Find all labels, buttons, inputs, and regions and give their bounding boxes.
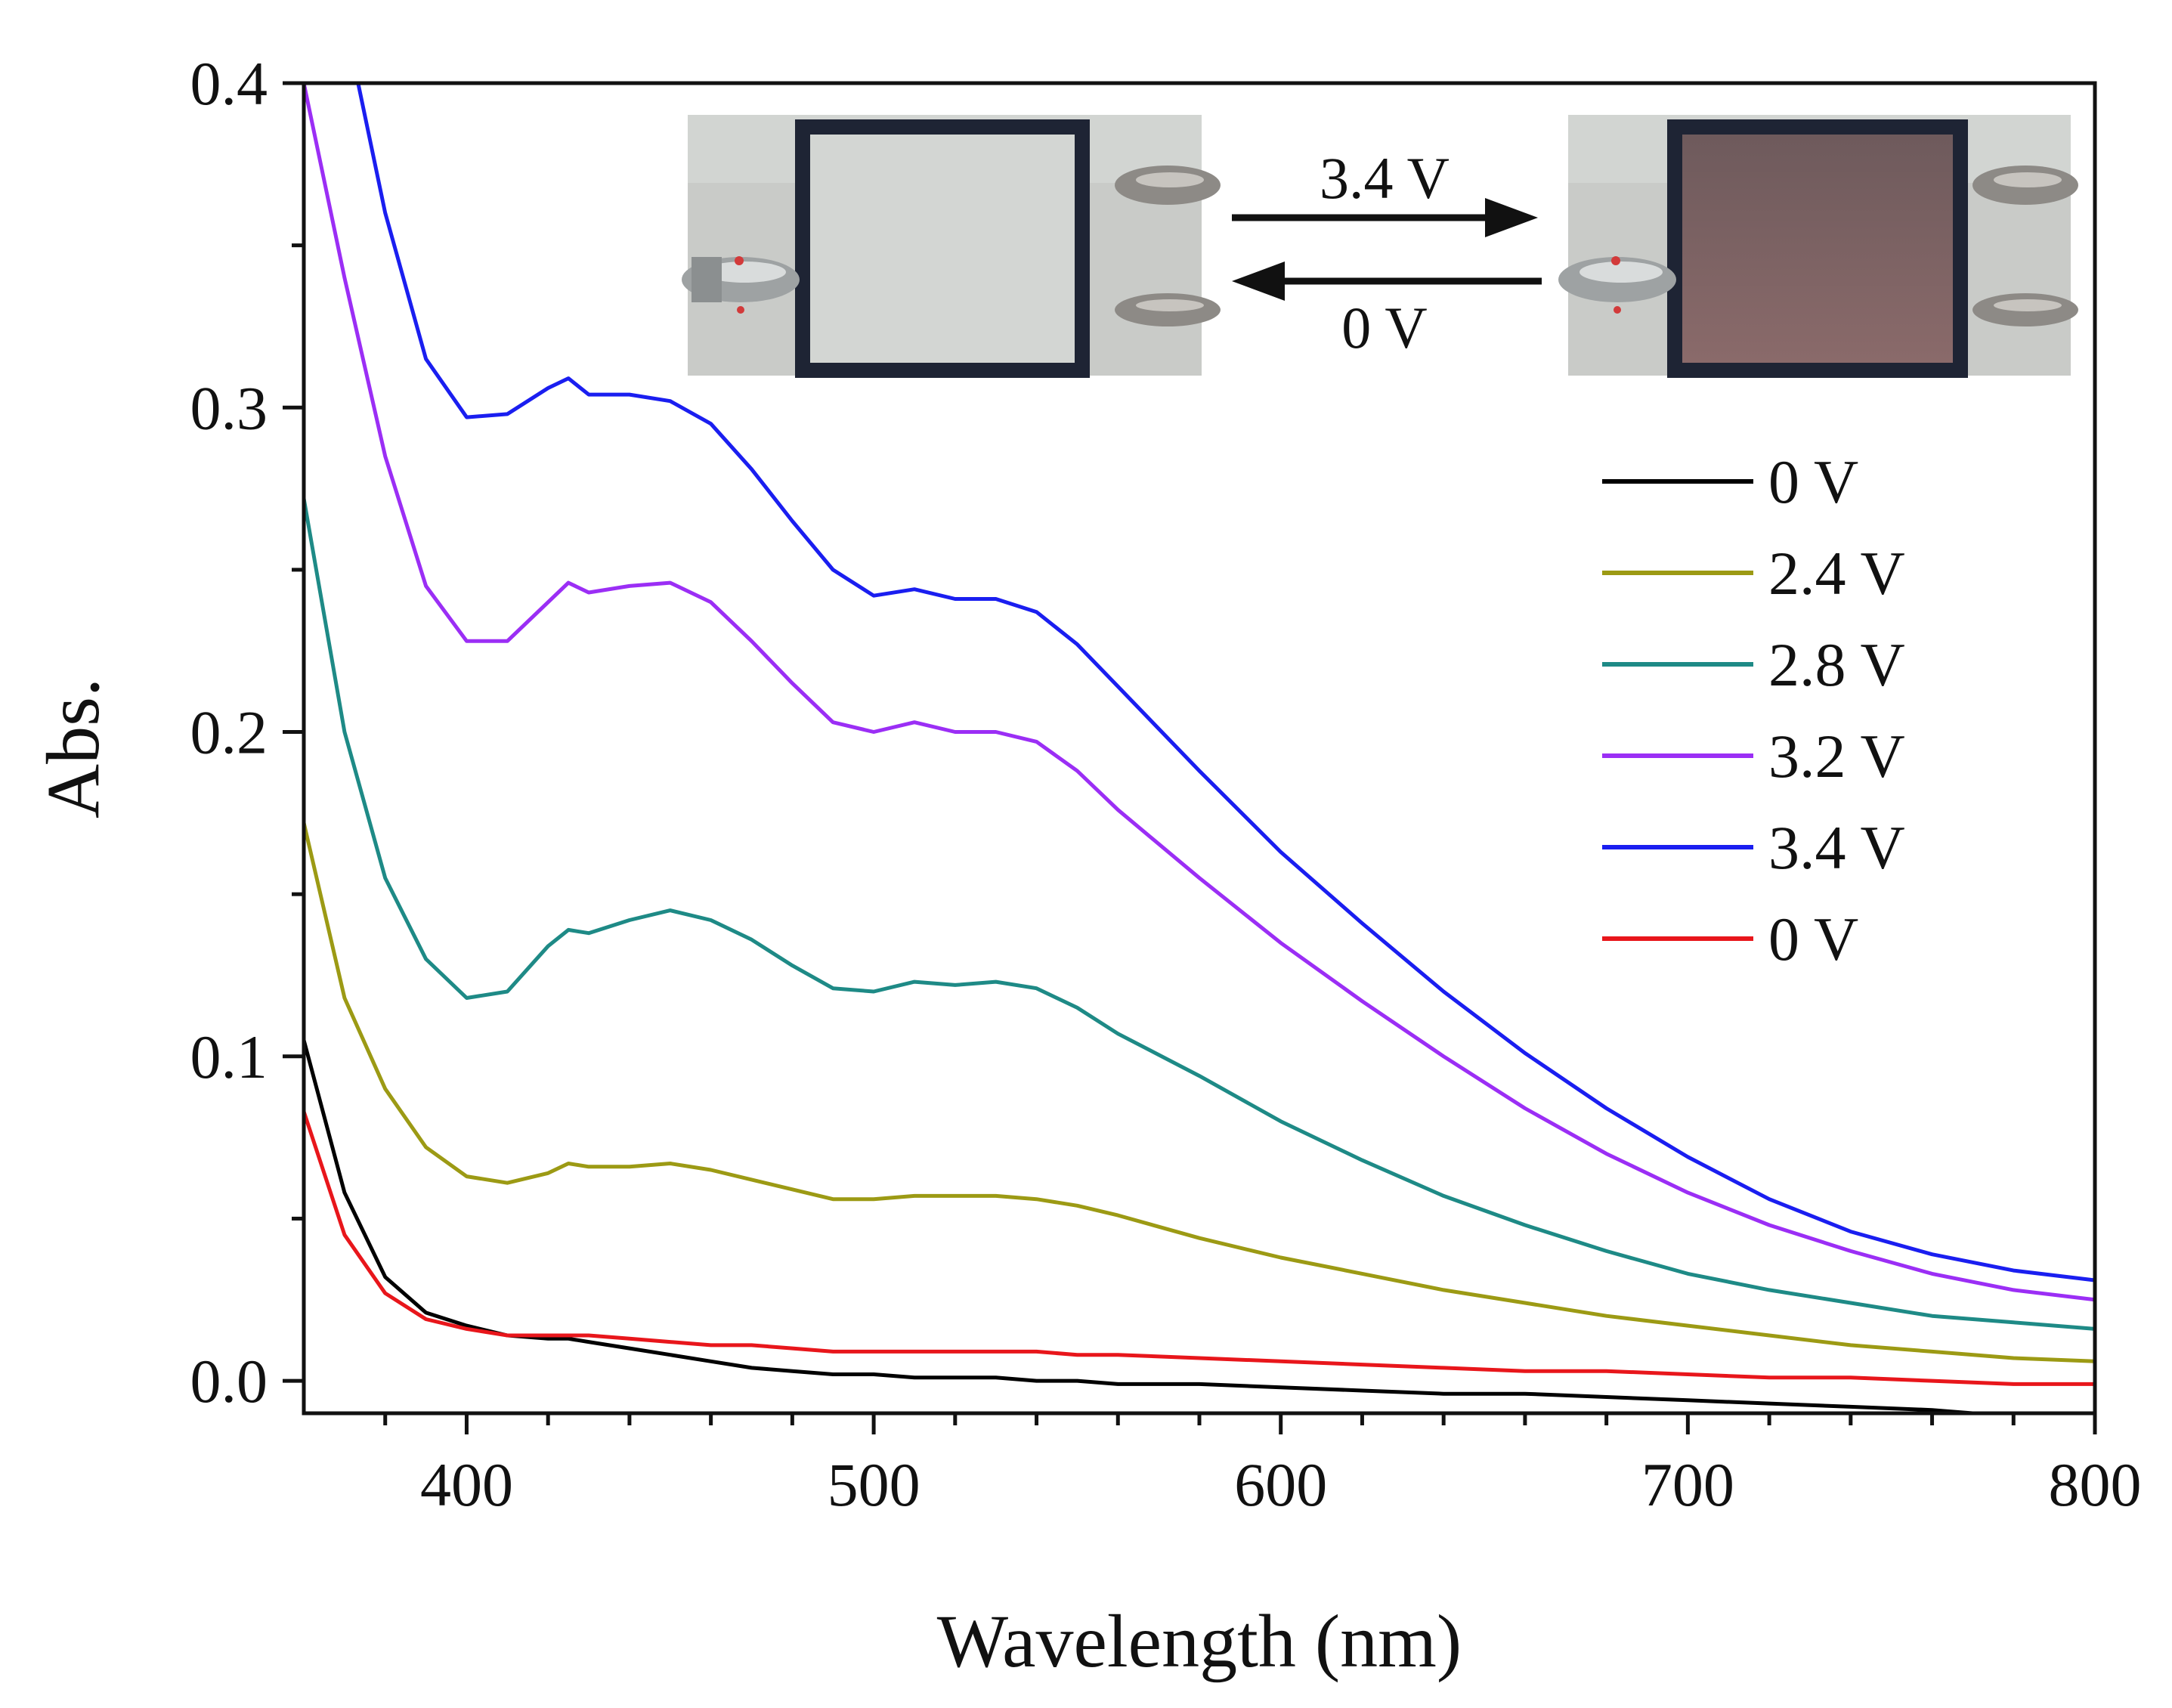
series-line-2: [304, 821, 2095, 1363]
series-line-5: [356, 83, 2095, 1283]
legend-label-2: 2.4 V: [1768, 539, 1905, 608]
series-line-1: [304, 1038, 1997, 1413]
y-tick-label: 0.4: [190, 49, 268, 118]
x-tick-label: 500: [828, 1450, 920, 1519]
x-tick-label: 800: [2049, 1450, 2142, 1519]
legend: 0 V 2.4 V 2.8 V 3.2 V 3.4 V 0 V: [1602, 447, 1905, 973]
series-line-3: [304, 497, 2095, 1331]
y-tick-label: 0.2: [190, 698, 268, 767]
y-axis-title: Abs.: [31, 678, 115, 818]
y-tick-label: 0.0: [190, 1347, 268, 1416]
series-group: [304, 83, 2095, 1413]
y-tick-label: 0.1: [190, 1023, 268, 1091]
forward-voltage-label: 3.4 V: [1320, 145, 1450, 211]
right-device-photo: [1558, 115, 2078, 378]
axis-ticks: [283, 81, 2097, 1434]
legend-label-3: 2.8 V: [1768, 630, 1905, 699]
legend-label-4: 3.2 V: [1768, 722, 1905, 791]
inset-device-photos: 3.4 V 0 V: [682, 115, 2078, 378]
x-tick-label: 600: [1234, 1450, 1327, 1519]
series-line-6: [304, 1109, 2095, 1386]
axis-tick-labels: 400 500 600 700 800 0.0 0.1 0.2 0.3 0.4: [190, 49, 2142, 1519]
y-tick-label: 0.3: [190, 373, 268, 442]
x-axis-title: Wavelength (nm): [937, 1599, 1462, 1683]
reverse-voltage-label: 0 V: [1341, 295, 1427, 360]
legend-label-1: 0 V: [1768, 447, 1858, 516]
legend-label-5: 3.4 V: [1768, 813, 1905, 882]
series-line-4: [304, 83, 2095, 1302]
x-tick-label: 700: [1641, 1450, 1734, 1519]
x-tick-label: 400: [420, 1450, 513, 1519]
reverse-arrow: [1232, 261, 1542, 301]
left-device-photo: [682, 115, 1221, 378]
forward-arrow: [1232, 198, 1538, 237]
legend-label-6: 0 V: [1768, 905, 1858, 973]
